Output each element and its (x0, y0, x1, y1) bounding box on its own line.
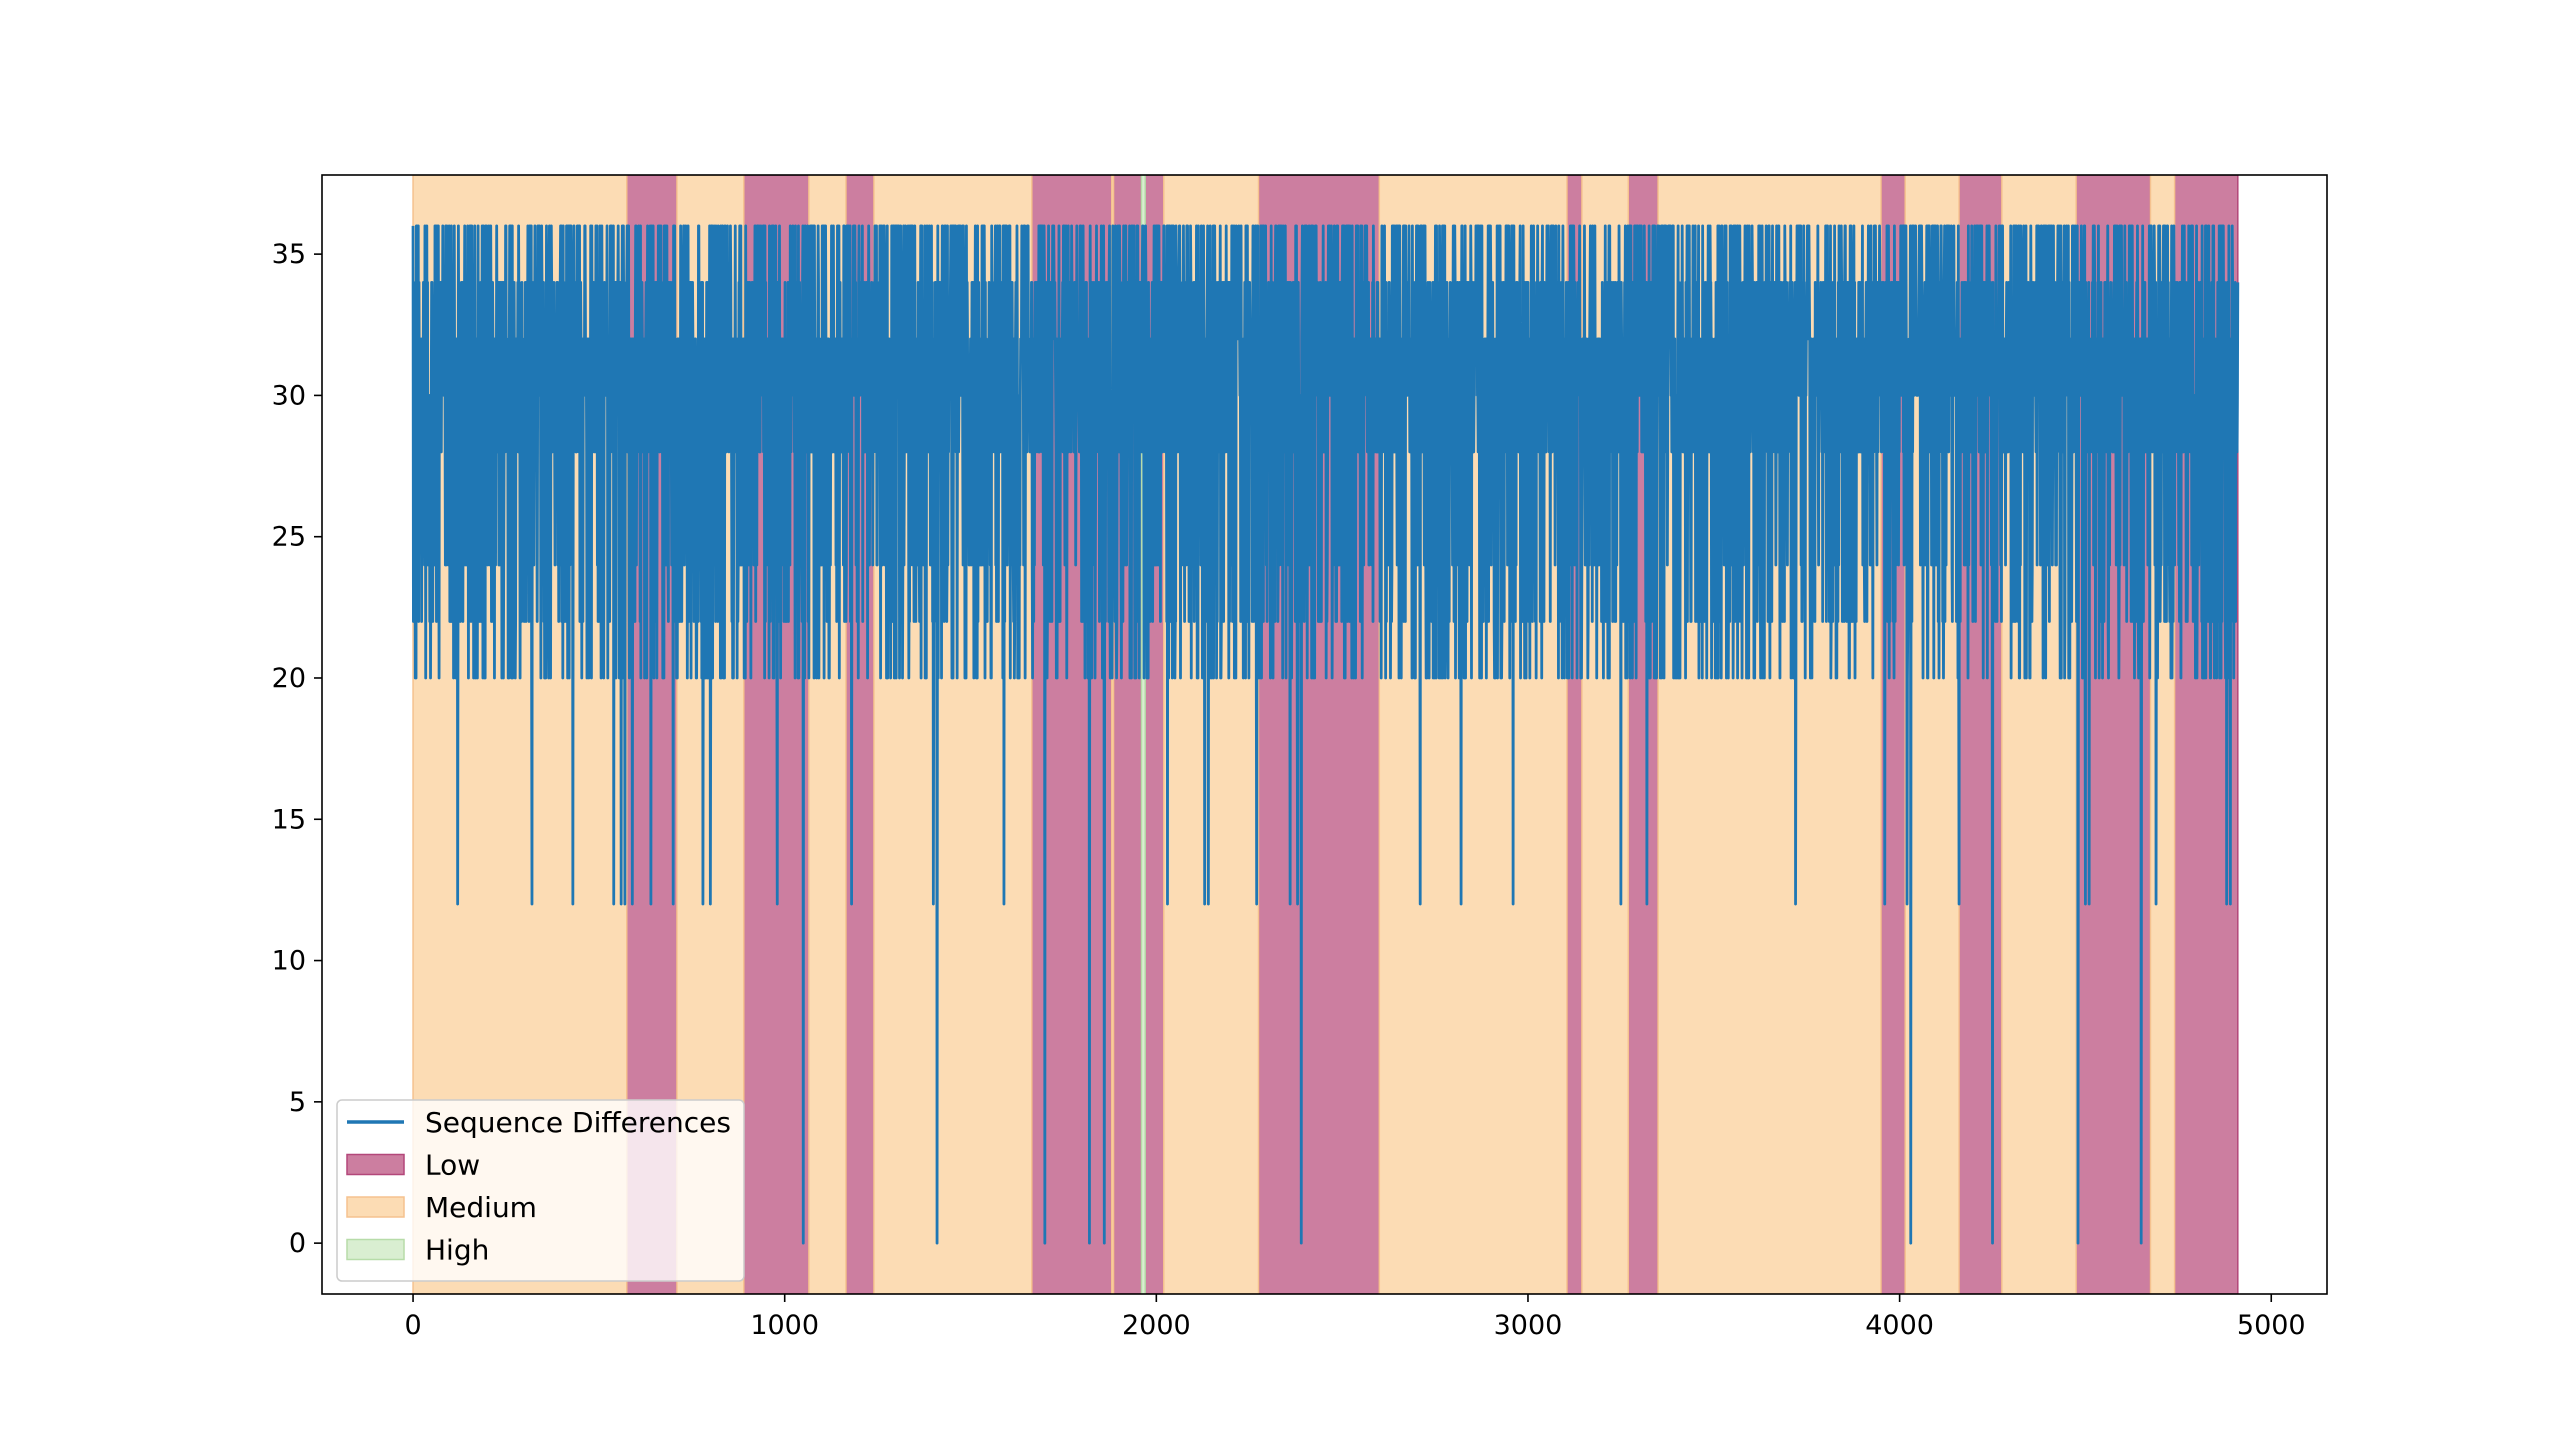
y-tick-label: 20 (272, 663, 306, 694)
x-tick-label: 1000 (750, 1310, 819, 1341)
x-tick-label: 2000 (1122, 1310, 1191, 1341)
x-tick-label: 0 (404, 1310, 421, 1341)
y-tick-label: 25 (272, 522, 306, 553)
band-medium-4 (1110, 175, 1115, 1294)
legend-label-low: Low (425, 1149, 480, 1182)
plot-frame (321, 174, 2328, 1295)
legend-swatch-low (346, 1153, 405, 1176)
y-tick-label: 5 (289, 1087, 306, 1118)
legend-label-high: High (425, 1234, 489, 1267)
x-axis: 0 1000 2000 3000 4000 5000 (404, 1294, 2306, 1341)
y-tick-label: 0 (289, 1228, 306, 1259)
line-layer (411, 224, 2240, 1245)
legend-swatch-high (346, 1238, 405, 1261)
y-tick-label: 15 (272, 804, 306, 835)
legend: Sequence Differences Low Medium High (336, 1099, 745, 1282)
y-tick-label: 30 (272, 380, 306, 411)
x-tick-label: 3000 (1494, 1310, 1563, 1341)
legend-box (336, 1099, 745, 1282)
series-sequence-differences-line (411, 224, 2240, 1245)
legend-label-medium: Medium (425, 1191, 537, 1224)
legend-swatch-medium (346, 1196, 405, 1218)
band-high-0 (1140, 175, 1146, 1294)
y-tick-label: 35 (272, 239, 306, 270)
x-tick-label: 5000 (2237, 1310, 2306, 1341)
legend-label-sequence-differences: Sequence Differences (425, 1106, 731, 1139)
x-tick-label: 4000 (1865, 1310, 1934, 1341)
y-tick-label: 10 (272, 946, 306, 977)
y-axis: 0 5 10 15 20 25 30 35 (272, 239, 322, 1259)
